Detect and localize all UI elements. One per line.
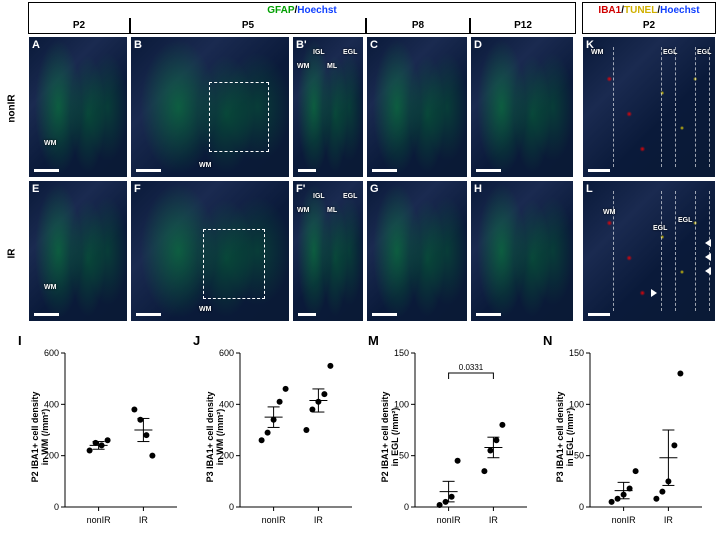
arrowhead-icon — [705, 253, 711, 261]
arrowhead-icon — [705, 239, 711, 247]
legend-iba1-tunel-hoechst: IBA1/TUNEL/Hoechst — [582, 2, 716, 19]
col-p2-right: P2 — [582, 18, 716, 34]
col-p12: P12 — [470, 18, 576, 34]
panel-fprime: F' IGL EGL WM ML — [292, 180, 364, 322]
svg-text:IR: IR — [139, 515, 149, 525]
svg-text:0: 0 — [404, 502, 409, 512]
arrowhead-icon — [705, 267, 711, 275]
dashed-inset-f — [203, 229, 265, 299]
stain-tunel: TUNEL — [624, 5, 657, 16]
panel-letter-e: E — [32, 183, 39, 195]
col-p5: P5 — [130, 18, 366, 34]
panel-f: F WM — [130, 180, 290, 322]
panel-letter-c: C — [370, 39, 378, 51]
svg-text:nonIR: nonIR — [437, 515, 462, 525]
panel-letter-g: G — [370, 183, 379, 195]
svg-text:IR: IR — [664, 515, 674, 525]
chart-ylabel-i: P2 IBA1+ cell densityin WM (/mm²) — [30, 367, 50, 507]
svg-text:600: 600 — [44, 348, 59, 358]
panel-letter-f: F — [134, 183, 141, 195]
figure-root: GFAP/Hoechst IBA1/TUNEL/Hoechst P2 P5 P8… — [0, 0, 720, 545]
chart-ylabel-n: P3 IBA1+ cell densityin EGL (/mm²) — [555, 367, 575, 507]
stain-iba1: IBA1 — [598, 5, 621, 16]
scalebar — [476, 169, 501, 172]
chart-letter-j: J — [193, 333, 200, 348]
panel-letter-fprime: F' — [296, 183, 305, 195]
panel-l: L WM EGL EGL — [582, 180, 716, 322]
panel-letter-bprime: B' — [296, 39, 307, 51]
stain-hoechst: Hoechst — [297, 5, 336, 16]
chart-j: J P3 IBA1+ cell densityin WM (/mm²) 0200… — [195, 335, 360, 535]
chart-i: I P2 IBA1+ cell densityin WM (/mm²) 0200… — [20, 335, 185, 535]
stain-gfap: GFAP — [267, 5, 294, 16]
dashed-inset-b — [209, 82, 269, 152]
svg-text:nonIR: nonIR — [87, 515, 112, 525]
panel-e: E WM — [28, 180, 128, 322]
svg-text:0: 0 — [54, 502, 59, 512]
panel-d: D — [470, 36, 574, 178]
svg-text:IR: IR — [489, 515, 499, 525]
row-ir: IR — [7, 239, 18, 269]
svg-text:600: 600 — [219, 348, 234, 358]
chart-ylabel-m: P2 IBA1+ cell densityin EGL (/mm²) — [380, 367, 400, 507]
svg-text:150: 150 — [569, 348, 584, 358]
chart-m: M P2 IBA1+ cell densityin EGL (/mm²) 0 50… — [370, 335, 535, 535]
chart-n: N P3 IBA1+ cell densityin EGL (/mm²) 0 50… — [545, 335, 710, 535]
scalebar — [298, 313, 316, 316]
row-nonir: nonIR — [7, 89, 18, 129]
svg-text:50: 50 — [574, 451, 584, 461]
scalebar — [136, 169, 161, 172]
scalebar — [476, 313, 501, 316]
panel-letter-h: H — [474, 183, 482, 195]
chart-letter-i: I — [18, 333, 22, 348]
col-p2: P2 — [28, 18, 130, 34]
arrowhead-icon — [651, 289, 657, 297]
panel-c: C — [366, 36, 468, 178]
chart-letter-m: M — [368, 333, 379, 348]
scalebar — [588, 313, 610, 316]
panel-a: A WM — [28, 36, 128, 178]
legend-gfap-hoechst: GFAP/Hoechst — [28, 2, 576, 19]
panel-letter-b: B — [134, 39, 142, 51]
svg-text:nonIR: nonIR — [262, 515, 287, 525]
svg-text:nonIR: nonIR — [612, 515, 637, 525]
panel-letter-d: D — [474, 39, 482, 51]
panel-letter-a: A — [32, 39, 40, 51]
svg-text:0: 0 — [579, 502, 584, 512]
panel-h: H — [470, 180, 574, 322]
svg-text:0.0331: 0.0331 — [459, 363, 484, 372]
scalebar — [136, 313, 161, 316]
svg-text:150: 150 — [394, 348, 409, 358]
svg-text:0: 0 — [229, 502, 234, 512]
scalebar — [372, 313, 397, 316]
scalebar — [298, 169, 316, 172]
svg-text:IR: IR — [314, 515, 324, 525]
panel-letter-l: L — [586, 183, 593, 195]
chart-letter-n: N — [543, 333, 552, 348]
panel-g: G — [366, 180, 468, 322]
panel-b: B WM — [130, 36, 290, 178]
panel-k: K WM EGL EGL — [582, 36, 716, 178]
scalebar — [372, 169, 397, 172]
col-p8: P8 — [366, 18, 470, 34]
stain-hoechst-r: Hoechst — [660, 5, 699, 16]
scalebar — [34, 169, 59, 172]
scalebar — [34, 313, 59, 316]
panel-bprime: B' IGL EGL WM ML — [292, 36, 364, 178]
svg-text:50: 50 — [399, 451, 409, 461]
scalebar — [588, 169, 610, 172]
chart-ylabel-j: P3 IBA1+ cell densityin WM (/mm²) — [205, 367, 225, 507]
